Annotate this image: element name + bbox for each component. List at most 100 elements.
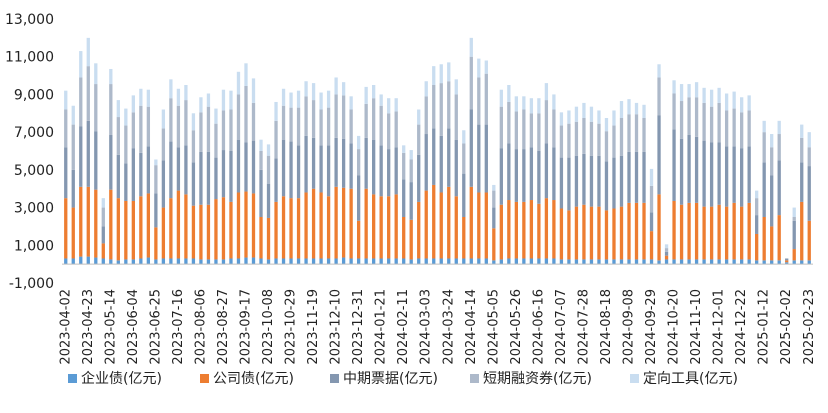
- bar-segment-series-1: [169, 198, 173, 259]
- bar-segment-series-1: [709, 206, 714, 260]
- bar-segment-series-2: [417, 154, 421, 202]
- x-tick-label: 2024-03-24: [441, 289, 456, 365]
- bar-segment-series-0: [732, 259, 736, 265]
- bar-segment-series-4: [221, 89, 226, 111]
- bar-segment-series-3: [604, 131, 609, 162]
- bar-segment-series-0: [604, 259, 609, 265]
- bar-segment-series-1: [259, 217, 263, 259]
- bar-segment-series-4: [326, 90, 331, 108]
- bar-segment-series-4: [176, 88, 181, 106]
- bar-segment-series-2: [439, 135, 443, 193]
- bar-segment-series-2: [402, 179, 406, 217]
- x-tick-label: 2023-05-14: [103, 289, 118, 365]
- bar-segment-series-4: [236, 71, 241, 95]
- bar-segment-series-3: [139, 105, 143, 153]
- y-tick-label: 7,000: [14, 125, 54, 141]
- bar-segment-series-2: [251, 140, 256, 194]
- bar-segment-series-0: [169, 258, 173, 265]
- bar-segment-series-0: [109, 259, 113, 265]
- bar-segment-series-4: [469, 37, 473, 57]
- bar-segment-series-1: [537, 203, 541, 259]
- bar-segment-series-0: [439, 258, 443, 265]
- bar-segment-series-2: [124, 163, 128, 201]
- x-tick-label: 2024-12-22: [734, 289, 749, 365]
- legend-item-series-2: 中期票据(亿元): [330, 371, 438, 387]
- bar-segment-series-4: [439, 64, 443, 84]
- bar-segment-series-3: [529, 113, 534, 148]
- bar-segment-series-0: [447, 258, 451, 265]
- bar-segment-series-3: [349, 109, 353, 144]
- bar-segment-series-2: [191, 162, 196, 206]
- bar-segment-series-2: [199, 151, 203, 205]
- bar-segment-series-0: [657, 260, 661, 265]
- bar-segment-series-3: [807, 147, 811, 167]
- bar-segment-series-4: [94, 63, 98, 85]
- bar-segment-series-0: [724, 259, 729, 265]
- bar-segment-series-2: [161, 160, 166, 208]
- legend-swatch: [330, 374, 339, 383]
- bar-segment-series-1: [326, 196, 331, 259]
- bar-segment-series-0: [251, 257, 256, 265]
- bar-segment-series-2: [169, 141, 173, 199]
- x-tick-label: 2023-07-16: [171, 289, 186, 365]
- legend-item-series-0: 企业债(亿元): [68, 370, 162, 387]
- bar-segment-series-3: [687, 97, 691, 135]
- bar-segment-series-4: [334, 77, 338, 95]
- bar-segment-series-4: [124, 108, 128, 126]
- bar-segment-series-0: [755, 260, 759, 265]
- x-tick-label: 2024-05-26: [509, 289, 524, 365]
- bar-segment-series-2: [792, 220, 796, 250]
- bar-segment-series-4: [529, 98, 534, 114]
- bar-segment-series-1: [146, 193, 151, 258]
- x-tick-label: 2023-08-06: [193, 289, 208, 365]
- bar-segment-series-3: [574, 121, 579, 156]
- bar-segment-series-4: [454, 79, 458, 95]
- bar-segment-series-3: [619, 118, 624, 156]
- bar-segment-series-0: [777, 260, 781, 265]
- bar-segment-series-1: [762, 217, 766, 261]
- bar-segment-series-2: [507, 143, 511, 201]
- legend-label: 中期票据(亿元): [343, 371, 438, 387]
- bar-segment-series-1: [687, 202, 691, 260]
- bar-segment-series-4: [311, 83, 316, 101]
- bar-segment-series-1: [71, 207, 75, 259]
- bar-segment-series-3: [266, 155, 271, 184]
- bar-segment-series-3: [567, 123, 571, 158]
- bar-segment-series-4: [71, 105, 75, 125]
- bar-segment-series-2: [206, 151, 211, 205]
- bar-segment-series-3: [402, 152, 406, 180]
- bar-segment-series-0: [694, 259, 699, 265]
- bar-segment-series-4: [364, 86, 368, 104]
- bar-segment-series-4: [649, 168, 654, 186]
- bar-segment-series-1: [424, 190, 428, 259]
- bar-segment-series-3: [251, 102, 256, 141]
- bar-segment-series-1: [800, 201, 804, 261]
- bar-segment-series-3: [131, 112, 135, 149]
- bar-segment-series-1: [364, 188, 368, 259]
- x-tick-label: 2024-09-29: [644, 289, 659, 365]
- bar-segment-series-4: [432, 66, 436, 85]
- bar-segment-series-3: [492, 190, 496, 208]
- bar-segment-series-3: [71, 124, 75, 170]
- bar-segment-series-0: [514, 258, 518, 265]
- bar-segment-series-2: [514, 149, 518, 202]
- bar-segment-series-4: [507, 85, 511, 102]
- bar-segment-series-2: [740, 148, 744, 207]
- bar-segment-series-1: [124, 200, 128, 260]
- bar-segment-series-4: [304, 81, 308, 97]
- bar-segment-series-1: [394, 194, 398, 259]
- bar-segment-series-2: [326, 145, 331, 197]
- bar-segment-series-3: [191, 130, 196, 163]
- bar-segment-series-1: [702, 206, 706, 260]
- bar-segment-series-3: [800, 137, 804, 163]
- bar-segment-series-1: [507, 200, 511, 259]
- bar-segment-series-0: [116, 260, 120, 265]
- bar-segment-series-1: [319, 192, 323, 259]
- bar-segment-series-2: [304, 135, 308, 193]
- bar-segment-series-4: [499, 89, 503, 107]
- bar-segment-series-4: [597, 110, 601, 124]
- bar-segment-series-4: [274, 101, 278, 121]
- bar-segment-series-2: [394, 147, 398, 195]
- bar-segment-series-4: [537, 98, 541, 114]
- x-tick-label: 2025-01-12: [757, 289, 772, 365]
